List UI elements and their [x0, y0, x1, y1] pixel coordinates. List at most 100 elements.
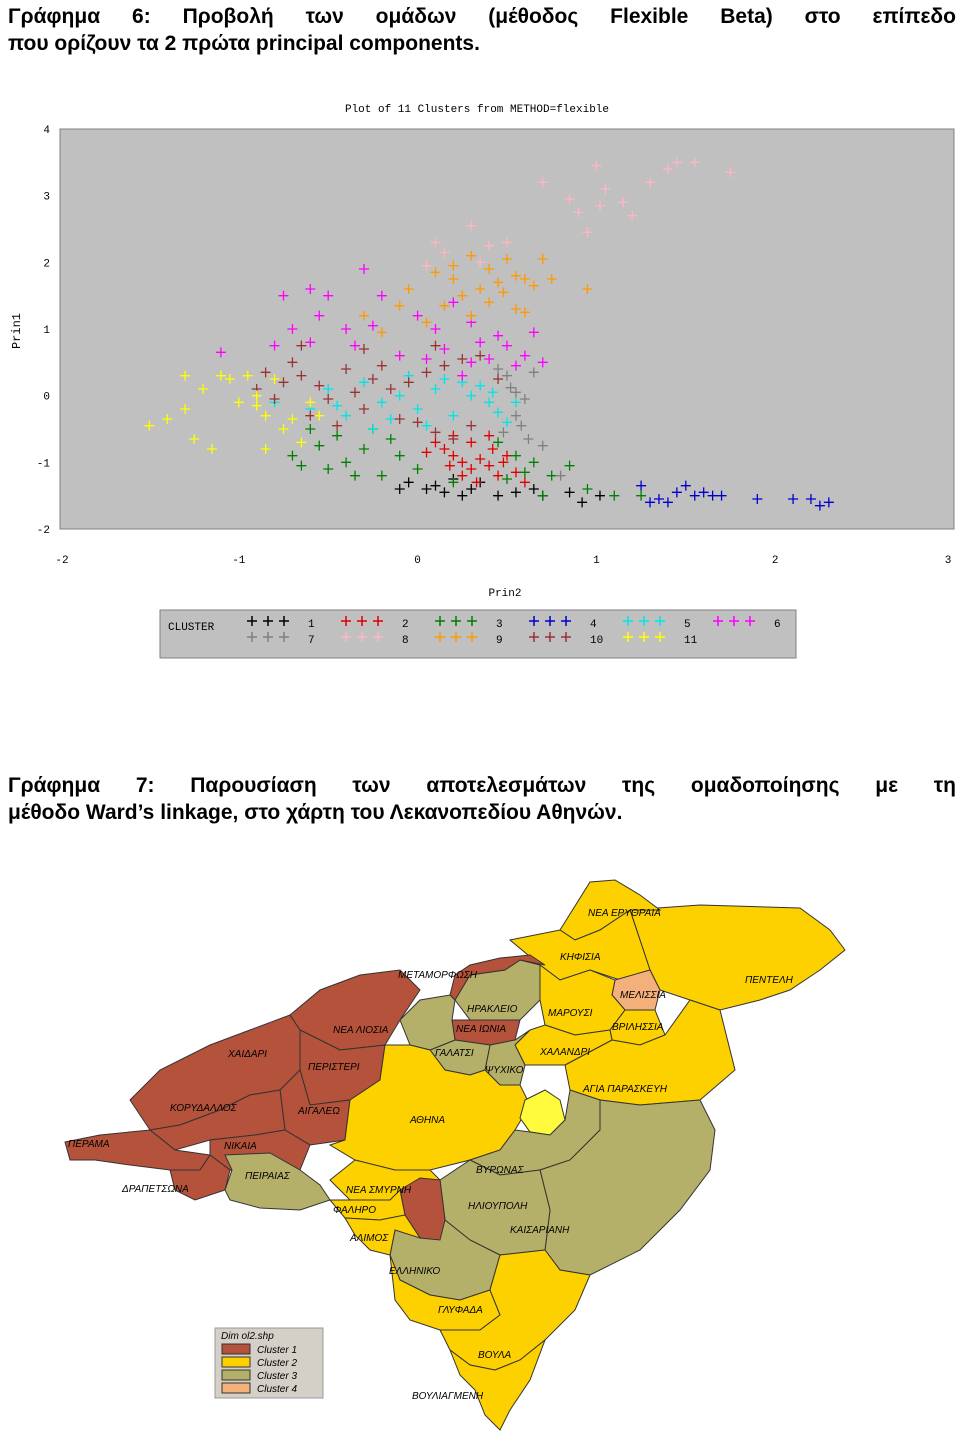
scatter-point-cluster-9 — [448, 260, 459, 271]
scatter-point-cluster-3 — [296, 460, 307, 471]
x-axis-label: Prin2 — [488, 588, 521, 600]
scatter-point-cluster-3 — [636, 490, 647, 501]
scatter-point-cluster-9 — [358, 310, 369, 321]
scatter-point-cluster-8 — [600, 184, 611, 194]
scatter-point-cluster-9 — [493, 277, 504, 288]
scatter-point-cluster-6 — [421, 354, 432, 364]
figure-7-caption: Γράφημα 7: Παρουσίαση των αποτελεσμάτων … — [8, 772, 956, 826]
legend-marker-cluster-1 — [247, 616, 257, 626]
scatter-point-cluster-9 — [498, 287, 509, 298]
legend-marker-cluster-1 — [279, 616, 289, 626]
map-label-alimos: ΑΛΙΜΟΣ — [349, 1233, 389, 1244]
y-axis-label: Prin1 — [10, 313, 24, 349]
map-label-glyfada: ΓΛΥΦΑΔΑ — [438, 1305, 483, 1316]
map-label-aigaleo: ΑΙΓΑΛΕΩ — [297, 1106, 340, 1117]
scatter-point-cluster-4 — [823, 497, 834, 508]
region-agia-paraskevi — [564, 999, 736, 1106]
scatter-point-cluster-6 — [367, 320, 378, 331]
scatter-point-cluster-4 — [645, 497, 656, 508]
scatter-point-cluster-2 — [466, 437, 477, 448]
scatter-point-cluster-9 — [502, 254, 512, 264]
map-label-nea-ionia: ΝΕΑ ΙΩΝΙΑ — [456, 1024, 506, 1035]
scatter-point-cluster-6 — [278, 290, 289, 301]
scatter-point-cluster-9 — [484, 264, 495, 274]
scatter-point-cluster-2 — [484, 430, 495, 441]
scatter-point-cluster-10 — [403, 377, 414, 388]
scatter-point-cluster-9 — [376, 327, 387, 338]
legend-marker-cluster-3 — [435, 616, 445, 626]
scatter-point-cluster-2 — [471, 477, 482, 488]
map-labels: ΠΕΡΑΜΑ ΔΡΑΠΕΤΣΩΝΑ ΚΟΡΥΔΑΛΛΟΣ ΧΑΙΔΑΡΙ ΝΙΚ… — [68, 908, 794, 1402]
map-regions — [64, 879, 846, 1431]
scatter-point-cluster-9 — [510, 304, 521, 314]
legend-marker-cluster-10 — [561, 632, 571, 642]
scatter-point-cluster-3 — [341, 457, 352, 468]
map-legend-label: Cluster 1 — [257, 1345, 297, 1356]
scatter-point-cluster-6 — [358, 264, 369, 274]
scatter-point-cluster-6 — [394, 350, 405, 361]
legend-marker-cluster-8 — [341, 632, 351, 642]
scatter-point-cluster-6 — [475, 337, 486, 348]
scatter-point-cluster-6 — [305, 284, 316, 294]
scatter-point-cluster-2 — [457, 457, 468, 468]
scatter-point-cluster-9 — [519, 274, 530, 284]
scatter-point-cluster-5 — [332, 400, 343, 411]
legend-label-cluster-10: 10 — [590, 635, 603, 647]
scatter-point-cluster-8 — [645, 177, 656, 188]
x-axis-ticks: -2 -1 0 1 2 3 — [55, 555, 951, 567]
scatter-point-cluster-3 — [350, 470, 361, 481]
scatter-point-cluster-1 — [493, 490, 504, 501]
scatter-point-cluster-10 — [260, 367, 271, 378]
scatter-point-cluster-6 — [350, 340, 361, 351]
scatter-point-cluster-11 — [260, 444, 271, 454]
map-label-chaidari: ΧΑΙΔΑΡΙ — [227, 1049, 267, 1060]
scatter-point-cluster-5 — [475, 380, 486, 391]
scatter-point-cluster-7 — [555, 470, 566, 481]
x-tick-label: -2 — [55, 555, 68, 567]
scatter-point-cluster-10 — [439, 360, 450, 371]
map-label-agia-paraskevi: ΑΓΙΑ ΠΑΡΑΣΚΕΥΗ — [582, 1084, 668, 1095]
scatter-point-cluster-9 — [439, 300, 450, 311]
map-label-nikaia: ΝΙΚΑΙΑ — [224, 1141, 257, 1152]
map-label-nea-liosia: ΝΕΑ ΛΙΟΣΙΑ — [333, 1025, 389, 1036]
scatter-point-cluster-6 — [305, 337, 316, 348]
legend-marker-cluster-5 — [655, 616, 665, 626]
map-label-vyronas: ΒΥΡΩΝΑΣ — [476, 1165, 525, 1176]
scatter-point-cluster-10 — [305, 410, 316, 421]
scatter-point-cluster-6 — [484, 354, 495, 364]
scatter-point-cluster-10 — [358, 344, 369, 354]
scatter-point-cluster-2 — [498, 457, 509, 468]
scatter-point-cluster-8 — [537, 177, 548, 188]
scatter-point-cluster-2 — [510, 467, 521, 478]
scatter-point-cluster-5 — [510, 397, 521, 408]
map-legend-title: Dim ol2.shp — [221, 1331, 274, 1342]
x-tick-label: -1 — [232, 555, 246, 567]
legend-items: 1 2 3 4 5 6 7 8 9 10 11 — [247, 616, 781, 647]
legend-marker-cluster-11 — [623, 632, 633, 642]
scatter-point-cluster-10 — [358, 404, 369, 414]
scatter-point-cluster-10 — [376, 360, 387, 371]
legend-label-cluster-5: 5 — [684, 619, 691, 631]
map-label-nea-erythraia: ΝΕΑ ΕΡΥΘΡΑΙΑ — [588, 908, 661, 919]
map-legend-label: Cluster 2 — [257, 1358, 297, 1369]
scatter-point-cluster-9 — [403, 284, 414, 294]
scatter-point-cluster-10 — [332, 420, 343, 431]
scatter-point-cluster-11 — [180, 404, 191, 414]
scatter-point-cluster-10 — [412, 417, 423, 428]
scatter-point-cluster-5 — [412, 404, 423, 414]
scatter-point-cluster-5 — [430, 384, 441, 394]
scatter-point-cluster-3 — [546, 470, 557, 481]
map-label-chalandri: ΧΑΛΑΝΔΡΙ — [539, 1047, 590, 1058]
x-tick-label: 3 — [945, 555, 952, 567]
map-label-elliniko: ΕΛΛΗΝΙΚΟ — [389, 1266, 440, 1277]
scatter-point-cluster-8 — [594, 200, 605, 211]
scatter-point-cluster-9 — [430, 267, 441, 278]
y-tick-label: 4 — [43, 125, 50, 137]
cluster-scatter-plot: Plot of 11 Clusters from METHOD=flexible… — [0, 95, 960, 665]
x-tick-label: 2 — [772, 555, 779, 567]
map-legend-items: Cluster 1 Cluster 2 Cluster 3 Cluster 4 — [221, 1343, 297, 1395]
scatter-point-cluster-1 — [510, 487, 521, 498]
scatter-point-cluster-9 — [421, 317, 432, 328]
scatter-point-cluster-9 — [457, 290, 468, 301]
scatter-point-cluster-11 — [144, 420, 155, 431]
